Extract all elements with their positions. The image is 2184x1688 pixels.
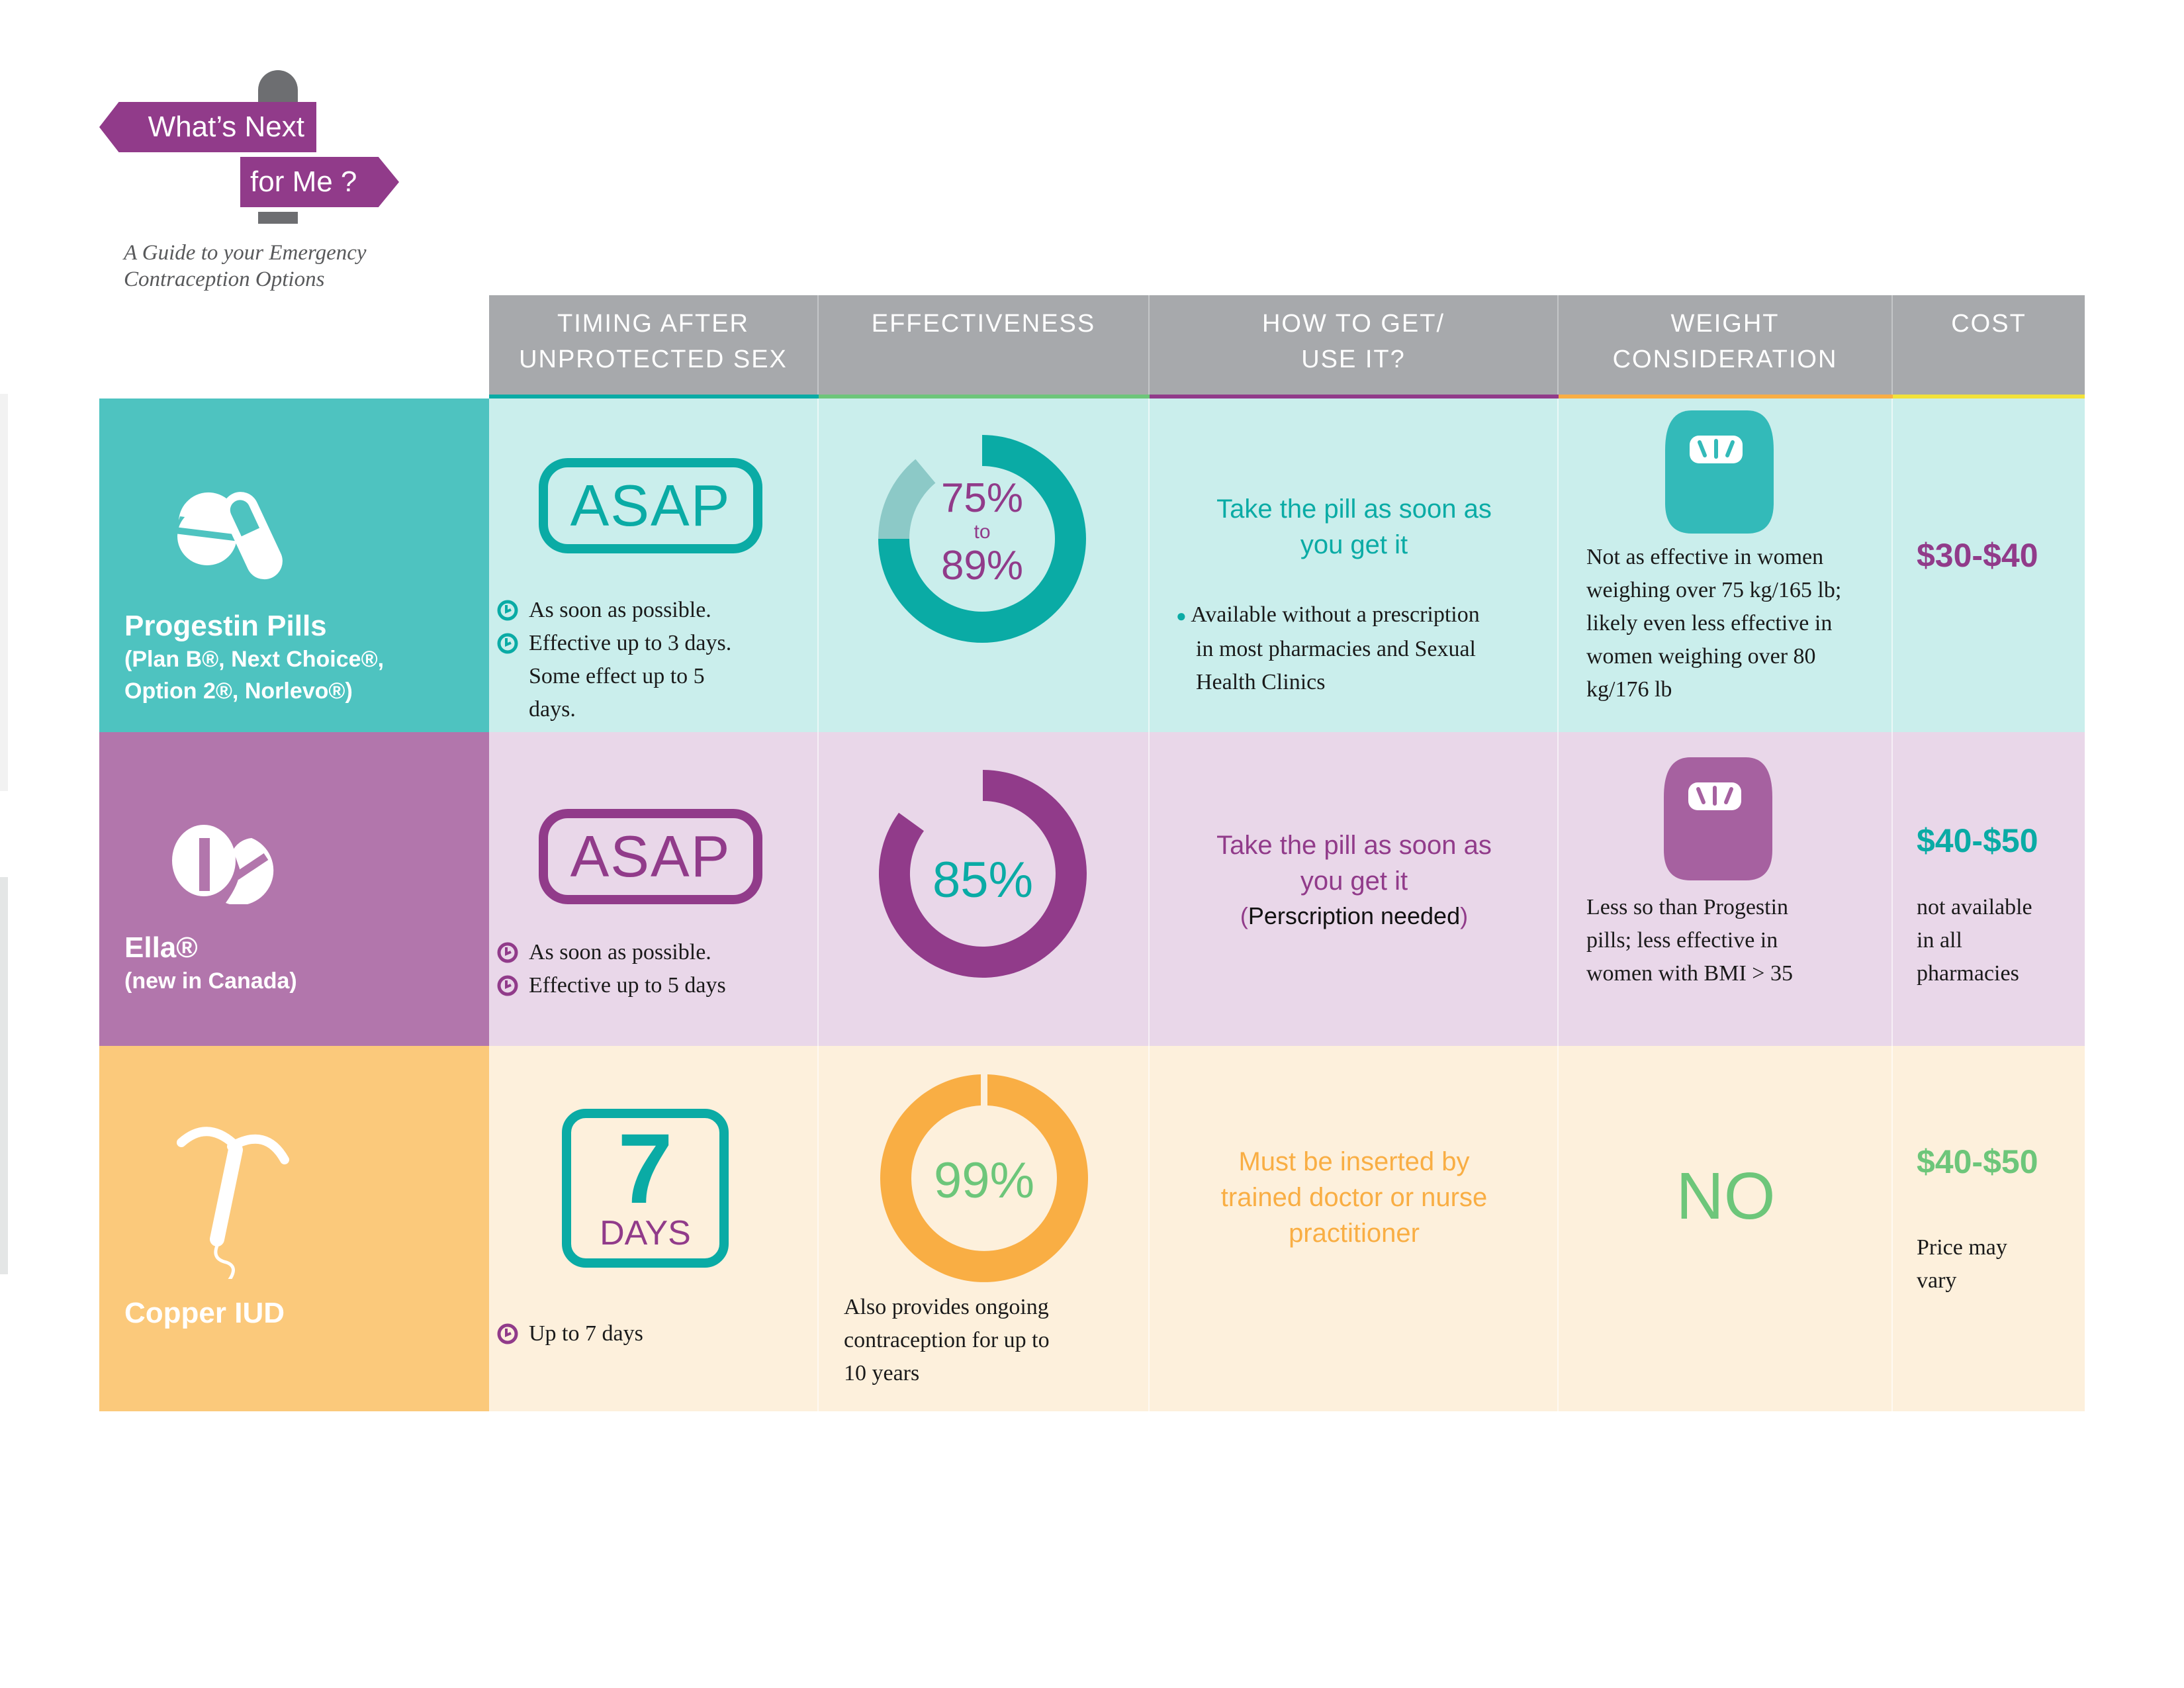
signpost-top-icon (258, 70, 298, 105)
row-label-copper-iud: Copper IUD (99, 1046, 489, 1411)
cell-effectiveness: 75% to 89% (819, 399, 1150, 732)
asap-badge: ASAP (539, 809, 762, 904)
header-cost: COST (1893, 295, 2085, 395)
timing-note: As soon as possible. (497, 936, 726, 969)
signpost-base-icon (258, 212, 298, 224)
cell-weight: Not as effective in women weighing over … (1559, 399, 1893, 732)
page-edge-strip (0, 394, 8, 791)
clock-icon (497, 975, 518, 996)
effectiveness-donut-chart (878, 435, 1086, 643)
cell-how-to-get: Take the pill as soon as you get it (Per… (1150, 732, 1559, 1046)
row-label-progestin: Progestin Pills (Plan B®, Next Choice®, … (99, 399, 489, 732)
scale-icon (1664, 757, 1772, 880)
row-label-subtitle: Option 2®, Norlevo®) (124, 679, 353, 704)
timing-note: As soon as possible. (497, 594, 731, 627)
cost-value: $30-$40 (1917, 537, 2038, 574)
logo-tagline: A Guide to your Emergency Contraception … (124, 241, 367, 291)
asap-badge: ASAP (539, 458, 762, 553)
timing-note: Up to 7 days (497, 1317, 643, 1350)
header-how-to-get: HOW TO GET/ USE IT? (1150, 295, 1559, 395)
cost-value: $40-$50 (1917, 822, 2038, 859)
weight-note: Less so than Progestin pills; less effec… (1586, 895, 1793, 986)
header-timing: TIMING AFTER UNPROTECTED SEX (489, 295, 819, 395)
row-label-ella: Ella® (new in Canada) (99, 732, 489, 1046)
header-weight: WEIGHT CONSIDERATION (1559, 295, 1893, 395)
row-label-title: Progestin Pills (124, 610, 327, 642)
row-label-title: Copper IUD (124, 1297, 285, 1329)
clock-icon (497, 600, 518, 621)
bullet-icon: ● (1176, 606, 1191, 626)
how-to-instruction: Take the pill as soon as you get it (Per… (1216, 831, 1492, 929)
cell-timing: ASAP As soon as possible. Effective up t… (489, 732, 819, 1046)
cell-cost: $40-$50 not available in all pharmacies (1893, 732, 2085, 1046)
clock-icon (497, 942, 518, 963)
cost-value: $40-$50 (1917, 1143, 2038, 1180)
cell-timing: 7 DAYS Up to 7 days (489, 1046, 819, 1411)
header-accent-bar (489, 395, 819, 399)
scale-icon (1665, 410, 1774, 534)
row-label-subtitle: (Plan B®, Next Choice®, (124, 647, 385, 672)
cell-how-to-get: Take the pill as soon as you get it ● Av… (1150, 399, 1559, 732)
row-label-subtitle: (new in Canada) (124, 968, 297, 994)
effectiveness-low: 75% (940, 475, 1024, 521)
weight-value: NO (1676, 1159, 1776, 1233)
page-edge-strip (0, 877, 8, 1274)
cell-cost: $40-$50 Price may vary (1893, 1046, 2085, 1411)
cost-note: not available in all pharmacies (1917, 895, 2032, 986)
effectiveness-high: 89% (940, 543, 1024, 588)
cell-effectiveness: 99% Also provides ongoing contraception … (819, 1046, 1150, 1411)
clock-icon (497, 633, 518, 654)
cell-effectiveness: 85% (819, 732, 1150, 1046)
header-accent-bar (1150, 395, 1559, 399)
how-to-instruction: Must be inserted by trained doctor or nu… (1220, 1147, 1488, 1248)
pills-icon (171, 492, 283, 580)
row-label-title: Ella® (124, 931, 198, 964)
header-accent-bar (1559, 395, 1893, 399)
how-to-instruction: Take the pill as soon as you get it (1216, 494, 1492, 559)
header-accent-bar (1893, 395, 2085, 399)
cell-how-to-get: Must be inserted by trained doctor or nu… (1150, 1046, 1559, 1411)
how-to-bullet: ● Available without a prescription in mo… (1176, 602, 1480, 694)
split-pill-icon (172, 825, 274, 904)
cell-timing: ASAP As soon as possible. Effective up t… (489, 399, 819, 732)
iud-icon (177, 1127, 289, 1279)
header-accent-bar (819, 395, 1150, 399)
timing-note: Effective up to 3 days. (497, 627, 731, 660)
days-badge: 7 DAYS (562, 1109, 729, 1268)
cost-note: Price may vary (1917, 1235, 2007, 1293)
effectiveness-note: Also provides ongoing contraception for … (844, 1295, 1050, 1385)
effectiveness-donut-chart (880, 1074, 1088, 1282)
cell-weight: NO (1559, 1046, 1893, 1411)
effectiveness-donut-chart (879, 770, 1087, 978)
timing-note: Effective up to 5 days (497, 969, 726, 1002)
logo-sign-right: for Me ? (240, 157, 399, 207)
cell-weight: Less so than Progestin pills; less effec… (1559, 732, 1893, 1046)
prescription-note: Perscription needed (1248, 902, 1461, 929)
weight-note: Not as effective in women weighing over … (1586, 545, 1842, 702)
effectiveness-value: 99% (933, 1152, 1035, 1209)
effectiveness-value: 85% (932, 852, 1034, 908)
logo-sign-left: What’s Next (99, 102, 316, 152)
header-effectiveness: EFFECTIVENESS (819, 295, 1150, 395)
clock-icon (497, 1323, 518, 1344)
cell-cost: $30-$40 (1893, 399, 2085, 732)
